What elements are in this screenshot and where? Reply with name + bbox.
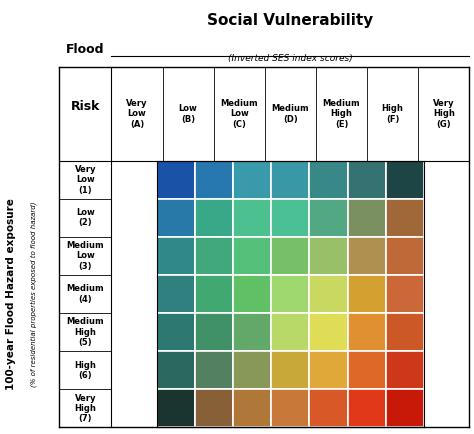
Bar xyxy=(157,199,195,237)
Bar xyxy=(233,161,271,199)
Bar xyxy=(157,237,195,275)
Bar xyxy=(271,313,310,351)
Bar xyxy=(233,313,271,351)
Text: Low
(B): Low (B) xyxy=(179,104,198,124)
Bar xyxy=(386,199,424,237)
Text: Flood: Flood xyxy=(66,43,105,56)
Bar xyxy=(233,237,271,275)
Bar xyxy=(157,313,195,351)
Text: Medium
(D): Medium (D) xyxy=(272,104,309,124)
Bar xyxy=(195,237,233,275)
Text: Medium
Low
(3): Medium Low (3) xyxy=(66,241,104,271)
Bar xyxy=(157,161,195,199)
Bar xyxy=(310,351,347,389)
Bar xyxy=(386,389,424,427)
Bar xyxy=(157,275,195,313)
Text: 100-year Flood Hazard exposure: 100-year Flood Hazard exposure xyxy=(6,198,16,390)
Bar xyxy=(310,313,347,351)
Bar xyxy=(233,389,271,427)
Text: High
(F): High (F) xyxy=(382,104,403,124)
Text: Medium
High
(5): Medium High (5) xyxy=(66,317,104,347)
Text: Low
(2): Low (2) xyxy=(76,208,95,227)
Text: Medium
(4): Medium (4) xyxy=(66,284,104,304)
Bar xyxy=(195,351,233,389)
Bar xyxy=(195,275,233,313)
Bar xyxy=(157,351,195,389)
Bar xyxy=(271,237,310,275)
Bar xyxy=(347,275,386,313)
Bar xyxy=(347,237,386,275)
Text: Very
High
(7): Very High (7) xyxy=(74,394,96,423)
Bar xyxy=(347,389,386,427)
Bar xyxy=(347,199,386,237)
Bar xyxy=(157,389,195,427)
Text: Very
Low
(A): Very Low (A) xyxy=(126,99,148,129)
Bar xyxy=(271,351,310,389)
Bar xyxy=(195,161,233,199)
Text: Very
High
(G): Very High (G) xyxy=(433,99,455,129)
Bar xyxy=(233,199,271,237)
Bar xyxy=(347,161,386,199)
Bar xyxy=(386,161,424,199)
Bar xyxy=(347,351,386,389)
Bar xyxy=(195,389,233,427)
Bar xyxy=(310,389,347,427)
Bar xyxy=(271,389,310,427)
Bar xyxy=(310,237,347,275)
Text: Risk: Risk xyxy=(71,100,100,113)
Bar xyxy=(271,199,310,237)
Bar xyxy=(386,237,424,275)
Bar xyxy=(386,351,424,389)
Bar xyxy=(310,275,347,313)
Text: Medium
High
(E): Medium High (E) xyxy=(323,99,360,129)
Bar xyxy=(233,275,271,313)
Text: Social Vulnerability: Social Vulnerability xyxy=(207,13,374,28)
Text: Very
Low
(1): Very Low (1) xyxy=(74,165,96,194)
Bar xyxy=(386,275,424,313)
Bar xyxy=(271,161,310,199)
Text: High
(6): High (6) xyxy=(74,361,96,380)
Bar xyxy=(347,313,386,351)
Text: (Inverted SES index scores): (Inverted SES index scores) xyxy=(228,54,353,63)
Bar xyxy=(195,313,233,351)
Bar xyxy=(195,199,233,237)
Bar xyxy=(271,275,310,313)
Bar xyxy=(310,199,347,237)
Text: (% of residential properties exposed to flood hazard): (% of residential properties exposed to … xyxy=(31,201,37,387)
Text: Medium
Low
(C): Medium Low (C) xyxy=(220,99,258,129)
Bar xyxy=(310,161,347,199)
Bar xyxy=(386,313,424,351)
Bar xyxy=(233,351,271,389)
